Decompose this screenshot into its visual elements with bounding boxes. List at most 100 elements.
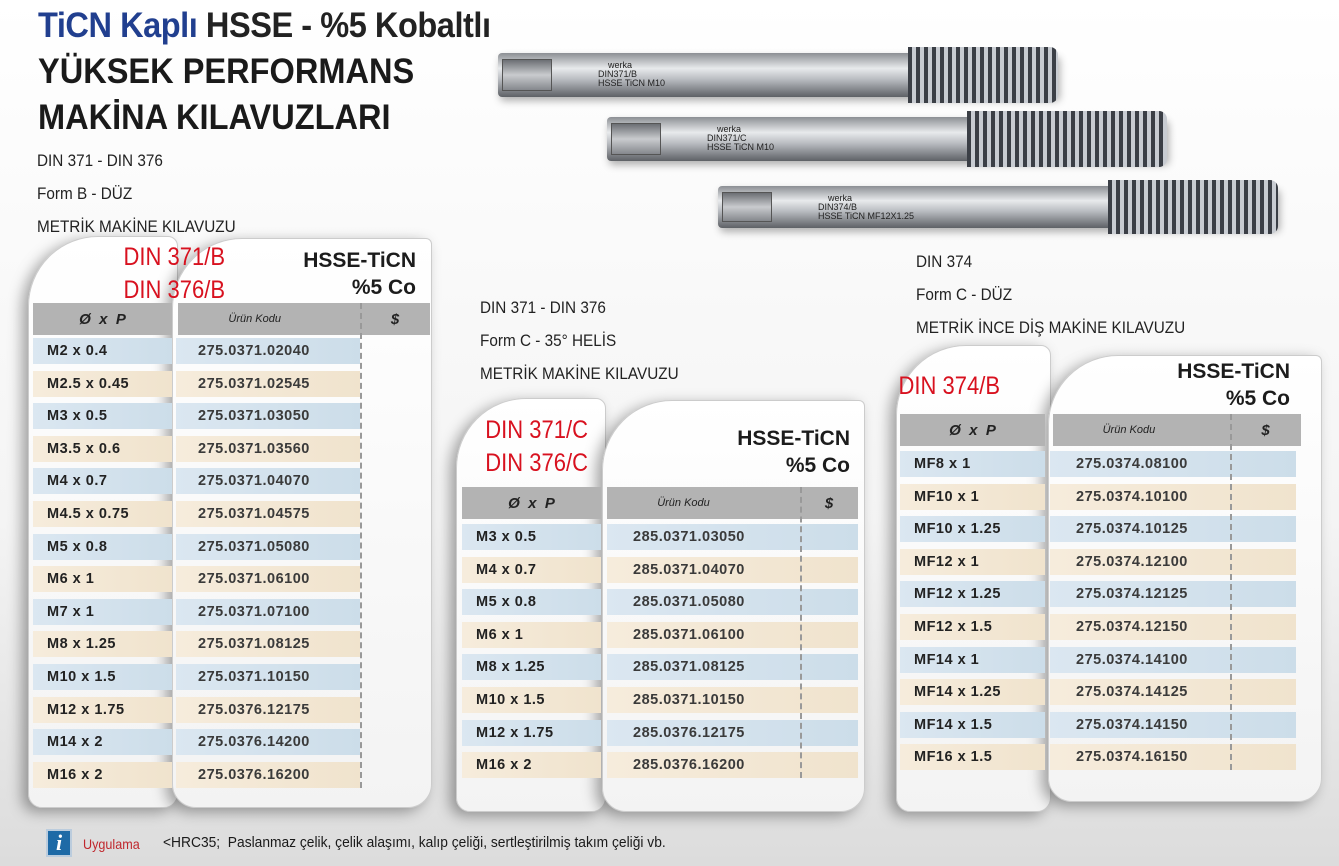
table-row-code: 285.0371.06100 xyxy=(607,621,858,648)
table-row-code: 275.0371.06100 xyxy=(176,566,360,593)
table-row-code: 285.0376.16200 xyxy=(607,752,858,779)
table-row-size: MF14 x 1.5 xyxy=(900,711,1045,738)
column-divider xyxy=(360,303,362,788)
table-row-size: M4.5 x 0.75 xyxy=(33,501,172,527)
table-row-size: MF8 x 1 xyxy=(900,451,1045,477)
table-row-size: MF14 x 1 xyxy=(900,646,1045,673)
table-row-size: M10 x 1.5 xyxy=(462,687,601,713)
tap-tool-image: werka DIN374/B HSSE TiCN MF12X1.25 xyxy=(718,180,1278,234)
table-row-code: 275.0371.03050 xyxy=(176,403,360,430)
table-row-size: MF12 x 1.5 xyxy=(900,614,1045,640)
tap-shank-square xyxy=(502,59,552,91)
table-row-code: 285.0376.12175 xyxy=(607,719,858,746)
tap-tool-image: werka DIN371/B HSSE TiCN M10 xyxy=(498,47,1058,103)
tap-tool-image: werka DIN371/C HSSE TiCN M10 xyxy=(607,111,1167,167)
table-row-code: 275.0371.05080 xyxy=(176,533,360,560)
table-row-size: M10 x 1.5 xyxy=(33,664,172,690)
table-row-size: MF10 x 1.25 xyxy=(900,516,1045,543)
table-row-code: 275.0374.12150 xyxy=(1050,614,1296,640)
table-row-code: 285.0371.05080 xyxy=(607,589,858,616)
table-row-code: 275.0371.08125 xyxy=(176,631,360,658)
table-row-code: 275.0371.02545 xyxy=(176,370,360,397)
table-row-code: 275.0371.04070 xyxy=(176,468,360,495)
section-description: METRİK İNCE DİŞ MAKİNE KILAVUZU xyxy=(916,318,1186,337)
standard-title: DIN 376/B xyxy=(123,276,225,304)
section-description: Form B - DÜZ xyxy=(37,184,133,203)
table-row-code: 275.0376.16200 xyxy=(176,761,360,788)
column-header-code-label: Ürün Kodu xyxy=(1102,424,1156,436)
column-header-size: Ø x P xyxy=(462,487,601,519)
page-subtitle-line1: YÜKSEK PERFORMANS xyxy=(38,52,415,91)
tap-engraving: werka xyxy=(717,124,742,134)
table-row-size: M8 x 1.25 xyxy=(462,654,601,681)
table-row-code: 275.0374.12100 xyxy=(1050,548,1296,575)
tap-engraving: HSSE TiCN MF12X1.25 xyxy=(818,211,915,221)
table-row-code: 275.0374.14150 xyxy=(1050,711,1296,738)
table-row-code: 285.0371.08125 xyxy=(607,654,858,681)
table-row-size: M6 x 1 xyxy=(462,621,601,648)
column-header-code: Ürün Kodu $ xyxy=(1053,414,1301,446)
standard-title: DIN 374/B xyxy=(898,372,1000,400)
column-header-size: Ø x P xyxy=(900,414,1045,446)
column-header-price: $ xyxy=(824,494,834,512)
section-description: Form C - 35° HELİS xyxy=(480,331,617,350)
table-row-size: M5 x 0.8 xyxy=(33,533,172,560)
tap-thread xyxy=(967,111,1167,167)
section-description: METRİK MAKİNE KILAVUZU xyxy=(480,364,679,383)
section-description: Form C - DÜZ xyxy=(916,285,1013,304)
tap-engraving: HSSE TiCN M10 xyxy=(598,78,666,88)
table-row-code: 275.0376.14200 xyxy=(176,729,360,756)
tap-shank-square xyxy=(722,192,772,222)
standard-title: DIN 371/C xyxy=(485,416,588,444)
table-row-size: MF12 x 1.25 xyxy=(900,581,1045,608)
material-title: %5 Co xyxy=(785,454,850,477)
tap-engraving: DIN371/C xyxy=(707,133,747,143)
material-title: HSSE-TiCN xyxy=(737,427,850,450)
table-row-code: 275.0374.12125 xyxy=(1050,581,1296,608)
table-row-size: MF16 x 1.5 xyxy=(900,744,1045,771)
material-title: %5 Co xyxy=(351,276,416,299)
table-row-code: 275.0371.04575 xyxy=(176,501,360,527)
table-row-size: M7 x 1 xyxy=(33,598,172,625)
section-description: DIN 371 - DIN 376 xyxy=(37,151,163,170)
table-row-code: 275.0371.02040 xyxy=(176,338,360,364)
material-title: HSSE-TiCN xyxy=(1177,360,1290,383)
column-header-code: Ürün Kodu $ xyxy=(607,487,858,519)
table-row-code: 275.0374.14100 xyxy=(1050,646,1296,673)
table-row-size: M14 x 2 xyxy=(33,729,172,756)
tap-thread xyxy=(908,47,1058,103)
table-row-size: M6 x 1 xyxy=(33,566,172,593)
table-row-code: 275.0371.07100 xyxy=(176,598,360,625)
table-row-size: M16 x 2 xyxy=(33,761,172,788)
table-row-size: M3 x 0.5 xyxy=(33,403,172,430)
table-row-size: M3 x 0.5 xyxy=(462,524,601,550)
table-row-size: MF10 x 1 xyxy=(900,483,1045,510)
tap-thread xyxy=(1108,180,1278,234)
table-row-code: 275.0374.16150 xyxy=(1050,744,1296,771)
table-row-code: 275.0374.08100 xyxy=(1050,451,1296,477)
column-divider xyxy=(1230,414,1232,771)
table-row-size: M2 x 0.4 xyxy=(33,338,172,364)
column-header-size: Ø x P xyxy=(33,303,172,335)
section-description: DIN 371 - DIN 376 xyxy=(480,298,606,317)
table-row-code: 285.0371.10150 xyxy=(607,687,858,713)
table-row-size: M4 x 0.7 xyxy=(462,556,601,583)
standard-title: DIN 371/B xyxy=(123,243,225,271)
tap-engraving: werka xyxy=(828,193,853,203)
table-row-code: 275.0376.12175 xyxy=(176,696,360,723)
tap-engraving: DIN374/B xyxy=(818,202,858,212)
column-divider xyxy=(800,487,802,779)
table-row-size: M2.5 x 0.45 xyxy=(33,370,172,397)
table-row-size: M16 x 2 xyxy=(462,752,601,779)
table-row-code: 275.0374.10100 xyxy=(1050,483,1296,510)
material-title: HSSE-TiCN xyxy=(303,249,416,272)
table-row-code: 285.0371.03050 xyxy=(607,524,858,550)
page-subtitle-line2: MAKİNA KILAVUZLARI xyxy=(38,98,391,137)
column-header-code-label: Ürün Kodu xyxy=(228,313,281,325)
page-title: TiCN Kaplı HSSE - %5 Kobaltlı xyxy=(38,6,491,45)
column-header-price: $ xyxy=(1261,421,1270,439)
section-description: METRİK MAKİNE KILAVUZU xyxy=(37,217,236,236)
table-row-code: 275.0374.14125 xyxy=(1050,679,1296,706)
footer-text: <HRC35; Paslanmaz çelik, çelik alaşımı, … xyxy=(163,834,666,851)
table-row-size: M5 x 0.8 xyxy=(462,589,601,616)
